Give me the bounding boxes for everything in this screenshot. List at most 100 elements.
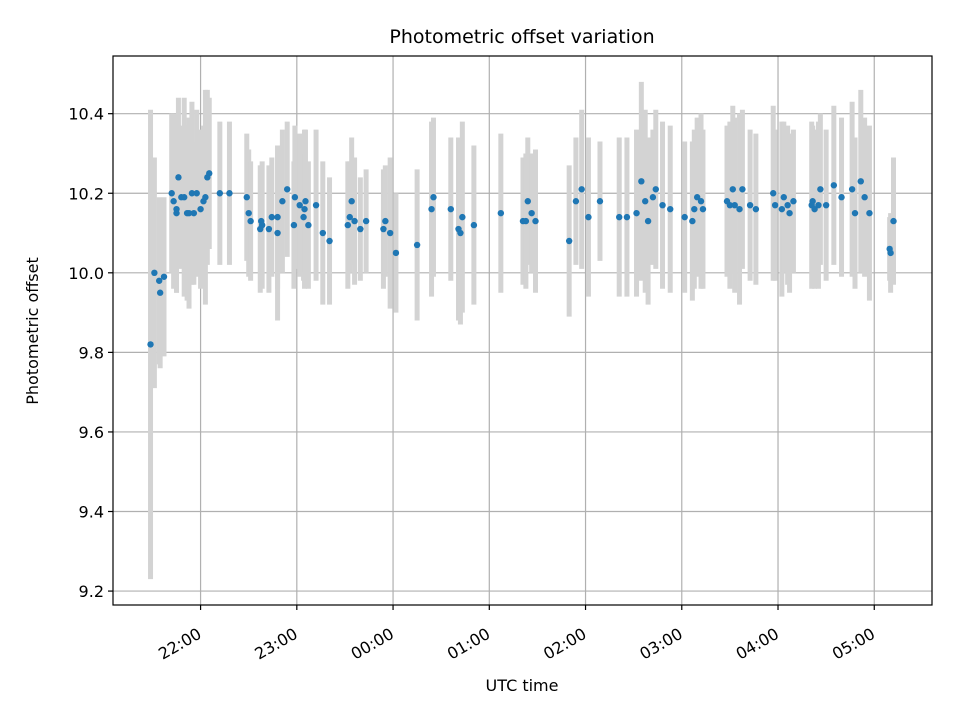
data-point xyxy=(459,213,466,221)
data-point xyxy=(258,221,266,229)
data-point xyxy=(147,341,154,348)
data-point xyxy=(848,186,856,193)
x-tick-label: 22:00 xyxy=(155,624,204,664)
data-point xyxy=(312,201,320,209)
y-tick-label: 10.2 xyxy=(68,184,104,203)
data-point xyxy=(175,174,182,181)
data-point xyxy=(752,205,760,213)
y-tick-label: 9.6 xyxy=(79,423,104,442)
data-point xyxy=(638,178,645,185)
data-point xyxy=(528,209,535,217)
x-axis-title: UTC time xyxy=(486,676,559,695)
y-tick-label: 10.0 xyxy=(68,264,104,283)
data-point xyxy=(887,249,894,257)
data-point xyxy=(346,213,353,221)
data-point xyxy=(851,209,859,217)
data-point xyxy=(861,194,868,201)
data-point xyxy=(667,205,674,213)
data-point xyxy=(778,205,786,213)
data-point xyxy=(822,201,830,209)
data-point xyxy=(809,198,816,205)
data-point xyxy=(693,194,701,201)
y-tick-label: 9.8 xyxy=(79,343,104,362)
data-point xyxy=(659,201,666,209)
data-point xyxy=(351,217,358,225)
data-point xyxy=(428,205,435,213)
data-point xyxy=(413,241,421,249)
data-point xyxy=(681,213,688,221)
data-point xyxy=(301,205,308,213)
data-point xyxy=(216,190,224,197)
data-point xyxy=(362,217,370,225)
data-point xyxy=(497,209,505,217)
x-tick-label: 05:00 xyxy=(829,624,878,664)
x-tick-label: 01:00 xyxy=(444,624,493,664)
data-point xyxy=(156,289,164,296)
data-point xyxy=(790,198,797,205)
x-tick-label: 23:00 xyxy=(251,624,300,664)
data-point xyxy=(786,209,793,217)
data-point xyxy=(699,205,707,213)
x-tick-label: 00:00 xyxy=(348,624,397,664)
data-point xyxy=(771,201,779,209)
data-point xyxy=(300,213,307,221)
data-point xyxy=(243,194,250,201)
data-point xyxy=(817,186,824,193)
point-layer xyxy=(147,170,897,348)
data-point xyxy=(815,201,822,209)
data-point xyxy=(245,209,252,217)
y-tick-label: 9.2 xyxy=(79,582,104,601)
data-point xyxy=(736,205,743,213)
data-point xyxy=(596,198,604,205)
data-point xyxy=(652,186,659,193)
data-point xyxy=(890,217,897,225)
data-point xyxy=(430,194,437,201)
data-point xyxy=(726,201,734,209)
data-point xyxy=(274,213,281,221)
data-point xyxy=(357,225,364,233)
data-point xyxy=(811,205,818,213)
data-point xyxy=(197,205,204,213)
data-point xyxy=(524,198,531,205)
data-point xyxy=(780,194,787,201)
data-point xyxy=(206,170,213,177)
data-point xyxy=(283,186,291,193)
data-point xyxy=(291,194,299,201)
data-point xyxy=(344,221,352,229)
data-point xyxy=(382,217,389,225)
data-point xyxy=(572,198,580,205)
data-point xyxy=(838,194,845,201)
data-point xyxy=(616,213,623,221)
data-point xyxy=(644,217,652,225)
data-point xyxy=(296,201,303,209)
data-point xyxy=(522,217,530,225)
data-point xyxy=(386,229,394,237)
grid-layer xyxy=(113,56,932,605)
data-point xyxy=(348,198,355,205)
chart-title: Photometric offset variation xyxy=(389,26,654,48)
data-point xyxy=(268,213,275,221)
data-point xyxy=(565,237,573,245)
data-point xyxy=(326,237,333,245)
data-point xyxy=(866,209,873,217)
data-point xyxy=(181,194,188,201)
data-point xyxy=(170,198,177,205)
data-point xyxy=(190,209,198,217)
data-point xyxy=(746,201,754,209)
data-point xyxy=(830,182,838,189)
data-point xyxy=(202,194,209,201)
data-point xyxy=(585,213,592,221)
data-point xyxy=(247,217,254,225)
data-point xyxy=(173,205,180,213)
data-point xyxy=(290,221,298,229)
y-tick-label: 9.4 xyxy=(79,503,104,522)
data-point xyxy=(392,249,400,257)
data-point xyxy=(319,229,327,237)
data-point xyxy=(697,198,705,205)
x-tick-label: 02:00 xyxy=(540,624,589,664)
errorbar-layer xyxy=(148,81,897,580)
data-point xyxy=(470,221,478,229)
data-point xyxy=(784,201,791,209)
data-point xyxy=(279,198,286,205)
